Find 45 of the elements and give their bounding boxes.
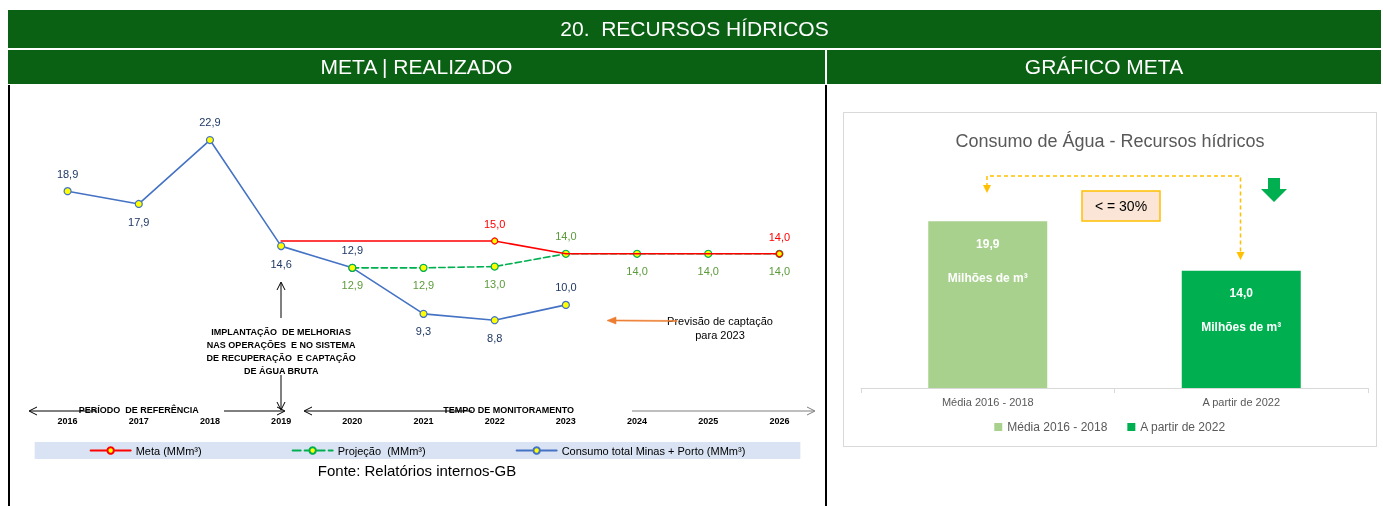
- legend-label: Projeção (MMm³): [337, 444, 426, 457]
- annotation: Previsão de captação para 2023: [667, 315, 773, 341]
- x-tick-label: 2023: [555, 415, 576, 426]
- data-label: 14,6: [270, 257, 292, 270]
- data-label: 12,9: [412, 279, 435, 292]
- data-label: 14,0: [1229, 286, 1254, 301]
- data-label: 14,0: [768, 265, 791, 278]
- data-label: 15,0: [483, 217, 506, 230]
- text: TEMPO DE MONITORAMENTO: [443, 404, 575, 415]
- data-label: 8,8: [487, 331, 503, 344]
- x-tick-label: 2016: [57, 415, 78, 426]
- chart-title: Consumo de Água - Recursos hídricos: [955, 131, 1265, 151]
- data-label: 17,9: [128, 215, 150, 228]
- chart-title: 20. RECURSOS HÍDRICOS: [8, 10, 1381, 48]
- x-tick-label: 2026: [769, 415, 790, 426]
- legend-label: Consumo total Minas + Porto (MMm³): [561, 444, 746, 457]
- x-tick-label: 2024: [627, 415, 648, 426]
- data-label: 18,9: [56, 167, 79, 180]
- x-tick-label: 2021: [413, 415, 434, 426]
- x-tick-label: 2020: [342, 415, 363, 426]
- data-label: 13,0: [483, 278, 506, 291]
- legend-label: Meta (MMm³): [135, 444, 202, 457]
- chart-subtitle: META | REALIZADO: [8, 50, 825, 84]
- data-label: 12,9: [341, 279, 364, 292]
- x-tick-label: 2019: [271, 415, 292, 426]
- data-label: 9,3: [415, 325, 432, 338]
- data-label: 14,0: [626, 265, 648, 278]
- source-note: Fonte: Relatórios internos-GB: [317, 462, 517, 479]
- x-tick-label: 2018: [199, 415, 220, 426]
- data-label: 12,9: [341, 244, 364, 257]
- text: IMPLANTAÇÃO DE MELHORIAS NAS OPERAÇÕES E NO SISTEMA DE RECUPERAÇÃO E CAPTAÇÃO DE ÁGUA BRUTA: [206, 326, 356, 376]
- annotation: Milhões de m³: [1201, 320, 1282, 335]
- data-label: 22,9: [199, 116, 221, 129]
- text: < = 30%: [1094, 198, 1148, 214]
- x-tick-label: 2025: [698, 415, 719, 426]
- data-label: 10,0: [555, 281, 577, 294]
- x-tick-label: 2017: [128, 415, 149, 426]
- text: PERÍODO DE REFERÊNCIA: [78, 403, 200, 415]
- data-label: 19,9: [976, 236, 1000, 251]
- chart-subtitle: GRÁFICO META: [827, 50, 1381, 84]
- x-tick-label: 2022: [484, 415, 505, 426]
- data-label: 14,0: [697, 265, 719, 278]
- data-label: 14,0: [555, 230, 577, 243]
- data-label: 14,0: [768, 230, 791, 243]
- annotation: Milhões de m³: [947, 270, 1028, 285]
